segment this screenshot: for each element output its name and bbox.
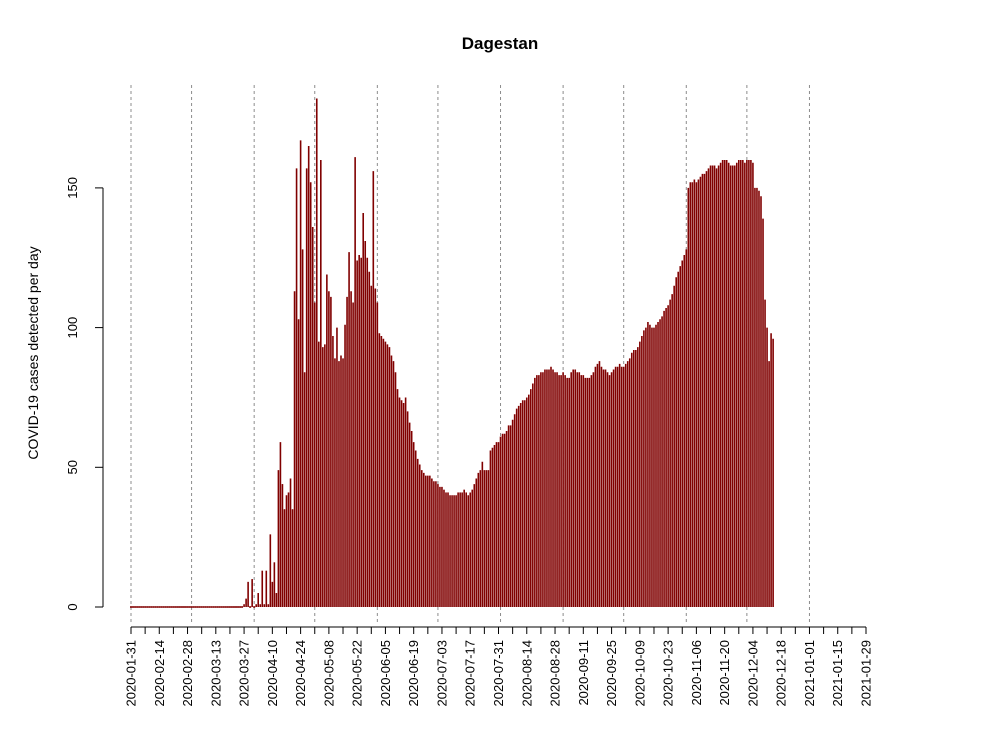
- chart-title: Dagestan: [462, 34, 539, 53]
- x-tick-label: 2020-09-25: [604, 640, 619, 707]
- x-tick-label: 2020-04-10: [265, 640, 280, 707]
- x-tick-label: 2020-04-24: [293, 640, 308, 707]
- x-tick-label: 2020-07-31: [491, 640, 506, 707]
- x-tick-label: 2021-01-15: [830, 640, 845, 707]
- x-tick-label: 2020-10-23: [661, 640, 676, 707]
- y-tick-label: 100: [65, 317, 80, 339]
- bar-series: [130, 98, 774, 608]
- y-axis: 0 50 100 150: [65, 177, 104, 611]
- x-tick-label: 2020-07-03: [434, 640, 449, 707]
- y-tick-label: 50: [65, 460, 80, 474]
- x-tick-label: 2020-12-18: [774, 640, 789, 707]
- x-tick-label: 2020-06-05: [378, 640, 393, 707]
- x-tick-label: 2020-07-17: [463, 640, 478, 707]
- x-tick-label: 2020-11-20: [717, 640, 732, 706]
- x-tick-label: 2020-10-09: [632, 640, 647, 707]
- x-tick-label: 2020-08-14: [519, 640, 534, 707]
- x-tick-label: 2020-06-19: [406, 640, 421, 707]
- x-tick-label: 2020-11-06: [689, 640, 704, 706]
- x-tick-label: 2020-02-14: [152, 640, 167, 707]
- x-tick-label: 2020-12-04: [745, 640, 760, 707]
- x-tick-label: 2020-01-31: [124, 640, 139, 707]
- x-tick-label: 2020-03-13: [208, 640, 223, 707]
- x-tick-label: 2020-02-28: [180, 640, 195, 707]
- x-tick-label: 2021-01-01: [802, 640, 817, 707]
- x-tick-label: 2020-03-27: [237, 640, 252, 707]
- x-tick-label: 2021-01-29: [859, 640, 874, 707]
- x-tick-label: 2020-05-08: [321, 640, 336, 707]
- x-tick-label: 2020-08-28: [548, 640, 563, 707]
- y-tick-label: 150: [65, 177, 80, 199]
- x-axis: 2020-01-31 2020-02-14 2020-02-28 2020-03-13…: [124, 626, 874, 707]
- x-tick-label: 2020-05-22: [350, 640, 365, 707]
- x-tick-label: 2020-09-11: [576, 640, 591, 706]
- y-axis-label: COVID-19 cases detected per day: [25, 246, 41, 459]
- y-tick-label: 0: [65, 603, 80, 610]
